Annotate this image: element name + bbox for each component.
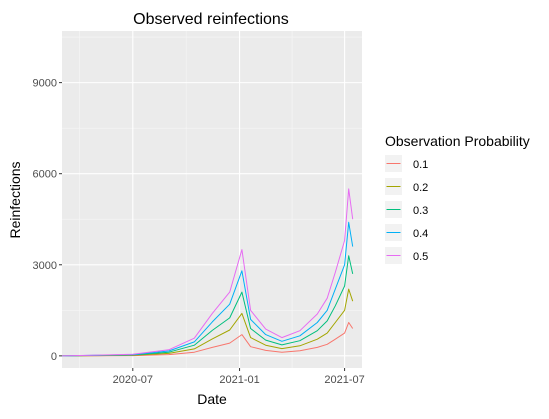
- legend-title: Observation Probability: [385, 133, 530, 149]
- series-layer: [61, 188, 354, 357]
- x-tick-label: 2021-01: [219, 374, 259, 386]
- legend-label: 0.5: [413, 251, 428, 263]
- minor-grid: [62, 31, 362, 368]
- legend-label: 0.2: [413, 182, 428, 194]
- x-axis-label: Date: [197, 391, 227, 407]
- y-axis: 0 3000 6000 9000: [33, 78, 62, 363]
- chart-title: Observed reinfections: [133, 11, 289, 28]
- series-line-0-5: [61, 188, 354, 357]
- x-tick-label: 2020-07: [113, 374, 153, 386]
- x-axis: 2020-07 2021-01 2021-07: [113, 368, 365, 386]
- legend-entries: 0.1 0.2 0.3 0.4 0.5: [385, 155, 428, 264]
- series-line-0-2: [61, 288, 354, 357]
- y-tick-label: 3000: [33, 260, 57, 272]
- legend: Observation Probability 0.1 0.2 0.3 0.4 0.5: [385, 133, 530, 264]
- y-tick-label: 6000: [33, 169, 57, 181]
- y-tick-label: 9000: [33, 78, 57, 90]
- legend-label: 0.1: [413, 159, 428, 171]
- series-line-0-4: [61, 221, 354, 357]
- x-tick-label: 2021-07: [324, 374, 364, 386]
- y-axis-label: Reinfections: [7, 161, 23, 238]
- legend-label: 0.3: [413, 205, 428, 217]
- legend-label: 0.4: [413, 228, 428, 240]
- plot-panel: [62, 31, 362, 368]
- series-line-0-1: [61, 322, 354, 357]
- y-tick-label: 0: [51, 351, 57, 363]
- series-line-0-3: [61, 255, 354, 357]
